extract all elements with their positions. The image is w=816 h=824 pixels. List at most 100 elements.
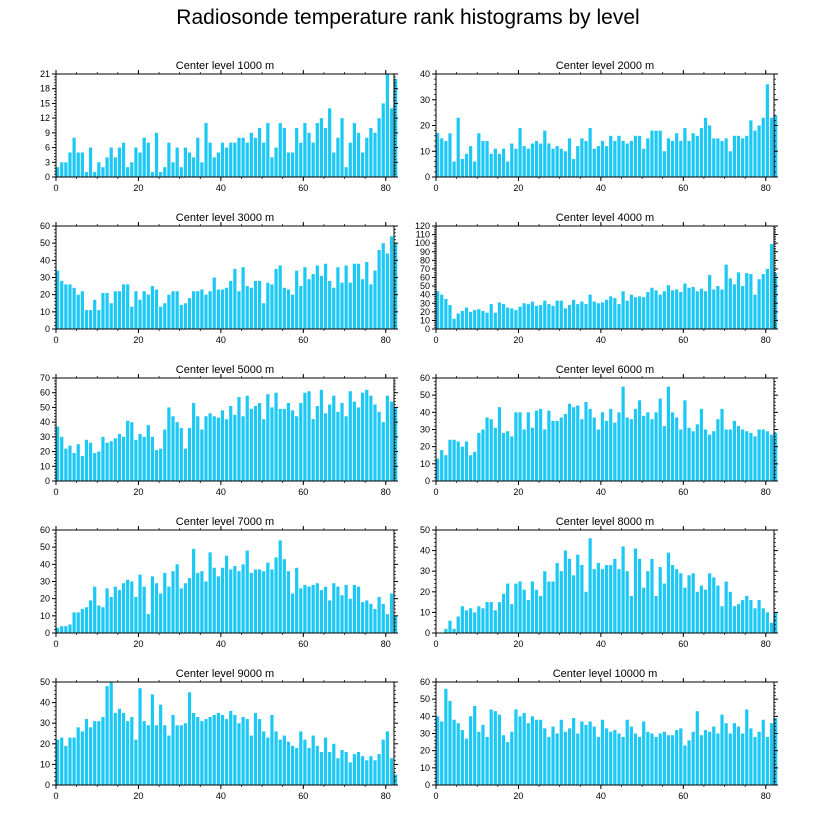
histogram-bar <box>485 140 489 177</box>
y-tick-label: 60 <box>420 677 430 687</box>
histogram-bar <box>650 287 654 329</box>
histogram-bar <box>650 130 654 177</box>
panel-title: Center level 1000 m <box>176 60 274 72</box>
histogram-bar <box>464 738 469 785</box>
histogram-bar <box>72 612 76 633</box>
histogram-bar <box>262 142 266 177</box>
histogram-bar <box>274 147 278 177</box>
histogram-bar <box>150 576 155 633</box>
histogram-bar <box>489 419 493 481</box>
histogram-bar <box>365 760 369 785</box>
histogram-bar <box>377 250 381 329</box>
histogram-bar <box>150 436 155 481</box>
panel-9: Center level 9000 m 0 10 20 30 40 50 0 20 40 60 80 <box>40 668 398 801</box>
histogram-bar <box>464 153 469 177</box>
histogram-bar <box>720 140 724 177</box>
histogram-bar <box>588 294 592 329</box>
panel-title: Center level 4000 m <box>556 212 654 224</box>
histogram-bar <box>526 600 530 633</box>
histogram-bar <box>621 736 625 785</box>
histogram-bar <box>489 153 493 177</box>
histogram-bar <box>253 280 258 329</box>
histogram-bar <box>501 148 506 177</box>
histogram-bar <box>56 167 60 177</box>
histogram-bar <box>97 451 101 481</box>
histogram-bar <box>600 412 605 481</box>
panel-frame <box>55 681 395 786</box>
y-tick-label: 20 <box>420 442 430 452</box>
histogram-bar <box>121 284 126 329</box>
histogram-bar <box>356 407 361 481</box>
histogram-bar <box>501 593 506 633</box>
histogram-bar <box>522 429 526 481</box>
histogram-bar <box>101 167 105 177</box>
histogram-bar <box>274 268 278 329</box>
histogram-bar <box>290 745 295 785</box>
histogram-bar <box>361 756 365 785</box>
histogram-bar <box>220 410 225 481</box>
histogram-bar <box>452 628 456 633</box>
y-tick-label: 50 <box>420 525 430 535</box>
histogram-bar <box>440 721 444 785</box>
histogram-bar <box>241 137 245 177</box>
y-tick-label: 50 <box>40 238 50 248</box>
histogram-bar <box>724 429 728 481</box>
histogram-bar <box>286 741 291 785</box>
histogram-bar <box>720 289 724 329</box>
histogram-bar <box>84 439 89 481</box>
histogram-bar <box>270 284 274 329</box>
histogram-bar <box>138 433 142 481</box>
histogram-bar <box>481 429 485 481</box>
histogram-bar <box>728 278 732 329</box>
histogram-bar <box>64 284 68 329</box>
y-tick-label: 0 <box>425 172 430 182</box>
histogram-bar <box>76 727 80 785</box>
histogram-bar <box>732 284 737 329</box>
y-tick-label: 110 <box>416 230 430 240</box>
histogram-bar <box>699 288 704 329</box>
histogram-bar <box>179 428 183 481</box>
histogram-bar <box>93 299 97 329</box>
histogram-bar <box>605 565 609 633</box>
histogram-bar <box>745 709 749 785</box>
histogram-bar <box>163 725 167 785</box>
histogram-bar <box>352 263 357 329</box>
histogram-bar <box>749 728 753 785</box>
x-tick-label: 40 <box>596 639 606 649</box>
histogram-bar <box>510 436 514 481</box>
histogram-bar <box>328 752 332 785</box>
histogram-bar <box>596 303 600 329</box>
histogram-bar <box>774 612 778 633</box>
histogram-bar <box>377 754 381 785</box>
histogram-bar <box>526 412 530 481</box>
histogram-bar <box>278 540 282 633</box>
histogram-bar <box>679 140 683 177</box>
histogram-bar <box>642 587 646 633</box>
x-tick-label: 0 <box>433 487 438 497</box>
histogram-bar <box>245 719 249 785</box>
histogram-bar <box>68 152 72 177</box>
histogram-bar <box>381 103 385 177</box>
x-tick-label: 60 <box>298 639 308 649</box>
histogram-bar <box>274 392 278 481</box>
histogram-bar <box>539 595 543 633</box>
histogram-bar <box>352 754 357 785</box>
histogram-bar <box>225 147 229 177</box>
histogram-bar <box>510 143 514 177</box>
histogram-bar <box>716 585 720 633</box>
histogram-bar <box>369 284 373 329</box>
histogram-bar <box>311 142 315 177</box>
histogram-bar <box>580 301 584 329</box>
y-tick-label: 70 <box>40 373 50 383</box>
histogram-bar <box>187 578 192 633</box>
histogram-bar <box>572 718 576 785</box>
histogram-bar <box>200 162 204 177</box>
y-tick-label: 10 <box>420 607 430 617</box>
y-tick-label: 20 <box>420 746 430 756</box>
y-tick-label: 40 <box>40 255 50 265</box>
histogram-bar <box>212 714 216 785</box>
histogram-bar <box>377 118 381 177</box>
histogram-bar <box>126 420 130 481</box>
histogram-bar <box>518 412 522 481</box>
